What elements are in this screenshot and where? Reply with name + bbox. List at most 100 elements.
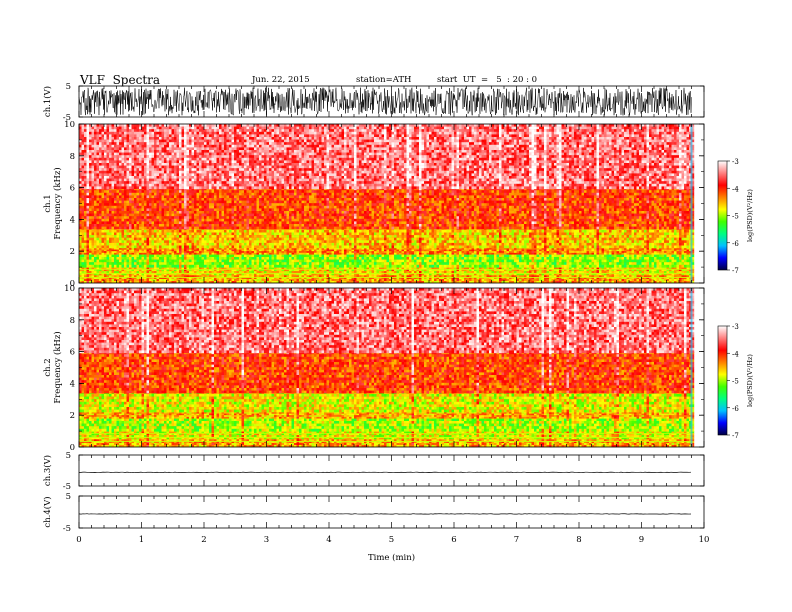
spectrogram-cell xyxy=(301,271,305,274)
spectrogram-cell xyxy=(559,262,562,265)
spectrogram-cell xyxy=(574,281,577,284)
spectrogram-cell xyxy=(109,254,112,258)
spectrogram-cell xyxy=(489,281,492,284)
spectrogram-cell xyxy=(641,254,645,258)
spectrogram-cell xyxy=(346,273,350,276)
spectrogram-cell xyxy=(691,269,695,272)
spectrogram-cell xyxy=(296,271,300,274)
spectrogram-cell xyxy=(461,279,465,282)
spectrogram-cell xyxy=(554,259,557,263)
spectrogram-cell xyxy=(184,271,187,274)
spectrogram-cell xyxy=(96,279,100,282)
spectrogram-cell xyxy=(589,281,592,284)
spectrogram-cell xyxy=(149,262,152,265)
spectrogram-cell xyxy=(676,229,680,233)
spectrogram-cell xyxy=(661,273,665,276)
spectrogram-cell xyxy=(161,281,165,284)
spectrogram-cell xyxy=(271,269,275,272)
spectrogram-cell xyxy=(656,264,660,268)
spectrogram-cell xyxy=(624,271,627,274)
spectrogram-cell xyxy=(434,279,437,282)
spectrogram-cell xyxy=(504,281,507,284)
spectrogram-cell xyxy=(204,271,207,274)
spectrogram-cell xyxy=(641,279,645,282)
spectrogram-cell xyxy=(171,262,175,265)
spectrogram-cell xyxy=(376,273,380,276)
spectrogram-cell xyxy=(656,281,660,284)
spectrogram-cell xyxy=(256,281,260,284)
spectrogram-cell xyxy=(196,232,200,236)
spectrogram-cell xyxy=(281,259,285,263)
spectrogram-cell xyxy=(574,229,577,233)
spectrogram-cell xyxy=(569,271,572,274)
spectrogram-cell xyxy=(241,248,245,250)
spectrogram-cell xyxy=(369,275,372,278)
spectrogram-cell xyxy=(266,229,270,233)
spectrogram-cell xyxy=(251,232,255,236)
spectrogram-cell xyxy=(504,262,507,265)
spectrogram-cell xyxy=(501,264,505,268)
spectrogram-cell xyxy=(186,235,190,238)
spectrogram-cell xyxy=(121,267,125,270)
spectrogram-cell xyxy=(151,262,155,265)
spectrogram-cell xyxy=(491,249,495,252)
spectrogram-cell xyxy=(434,248,437,250)
spectrogram-cell xyxy=(531,281,535,284)
spectrogram-cell xyxy=(199,267,202,270)
spectrogram-cell xyxy=(349,277,352,280)
spectrogram-cell xyxy=(334,262,337,265)
spectrogram-cell xyxy=(409,264,412,268)
spectrogram-cell xyxy=(146,248,150,250)
spectrogram-cell xyxy=(271,277,275,280)
spectrogram-cell xyxy=(409,229,412,233)
spectrogram-cell xyxy=(156,279,160,282)
spectrogram-cell xyxy=(624,251,627,253)
spectrogram-cell xyxy=(519,229,522,233)
spectrogram-cell xyxy=(391,279,395,282)
spectrogram-cell xyxy=(161,259,165,263)
spectrogram-cell xyxy=(646,248,650,250)
spectrogram-cell xyxy=(679,249,682,252)
spectrogram-cell xyxy=(239,269,242,272)
spectrogram-cell xyxy=(389,254,392,258)
spectrogram-cell xyxy=(641,248,645,250)
spectrogram-cell xyxy=(686,271,690,274)
spectrogram-cell xyxy=(441,267,445,270)
spectrogram-cell xyxy=(666,232,670,236)
spectrogram-cell xyxy=(501,269,505,272)
spectrogram-cell xyxy=(469,267,472,270)
spectrogram-cell xyxy=(161,251,165,253)
spectrogram-cell xyxy=(271,251,275,253)
spectrogram-cell xyxy=(634,273,637,276)
spectrogram-cell xyxy=(404,254,407,258)
spectrogram-cell xyxy=(431,264,435,268)
spectrogram-cell xyxy=(551,264,555,268)
spectrogram-cell xyxy=(436,254,440,258)
spectrogram-cell xyxy=(181,254,185,258)
spectrogram-cell xyxy=(376,267,380,270)
spectrogram-cell xyxy=(661,232,665,236)
spectrogram-cell xyxy=(431,279,435,282)
spectrogram-cell xyxy=(331,271,335,274)
spectrogram-cell xyxy=(304,248,307,250)
spectrogram-cell xyxy=(124,264,127,268)
spectrogram-cell xyxy=(279,229,282,233)
spectrogram-cell xyxy=(126,269,130,272)
spectrogram-cell xyxy=(581,271,585,274)
spectrogram-cell xyxy=(111,273,115,276)
spectrogram-cell xyxy=(444,262,447,265)
spectrogram-cell xyxy=(621,269,625,272)
spectrogram-cell xyxy=(496,254,500,258)
spectrogram-cell xyxy=(684,271,687,274)
spectrogram-cell xyxy=(359,271,362,274)
spectrogram-cell xyxy=(564,279,567,282)
spectrogram-cell xyxy=(644,275,647,278)
spectrogram-cell xyxy=(384,252,387,255)
spectrogram-cell xyxy=(169,279,172,282)
spectrogram-cell xyxy=(654,254,657,258)
spectrogram-cell xyxy=(141,254,145,258)
spectrogram-cell xyxy=(571,254,575,258)
spectrogram-cell xyxy=(249,252,252,255)
spectrogram-cell xyxy=(209,235,212,238)
spectrogram-cell xyxy=(329,275,332,278)
